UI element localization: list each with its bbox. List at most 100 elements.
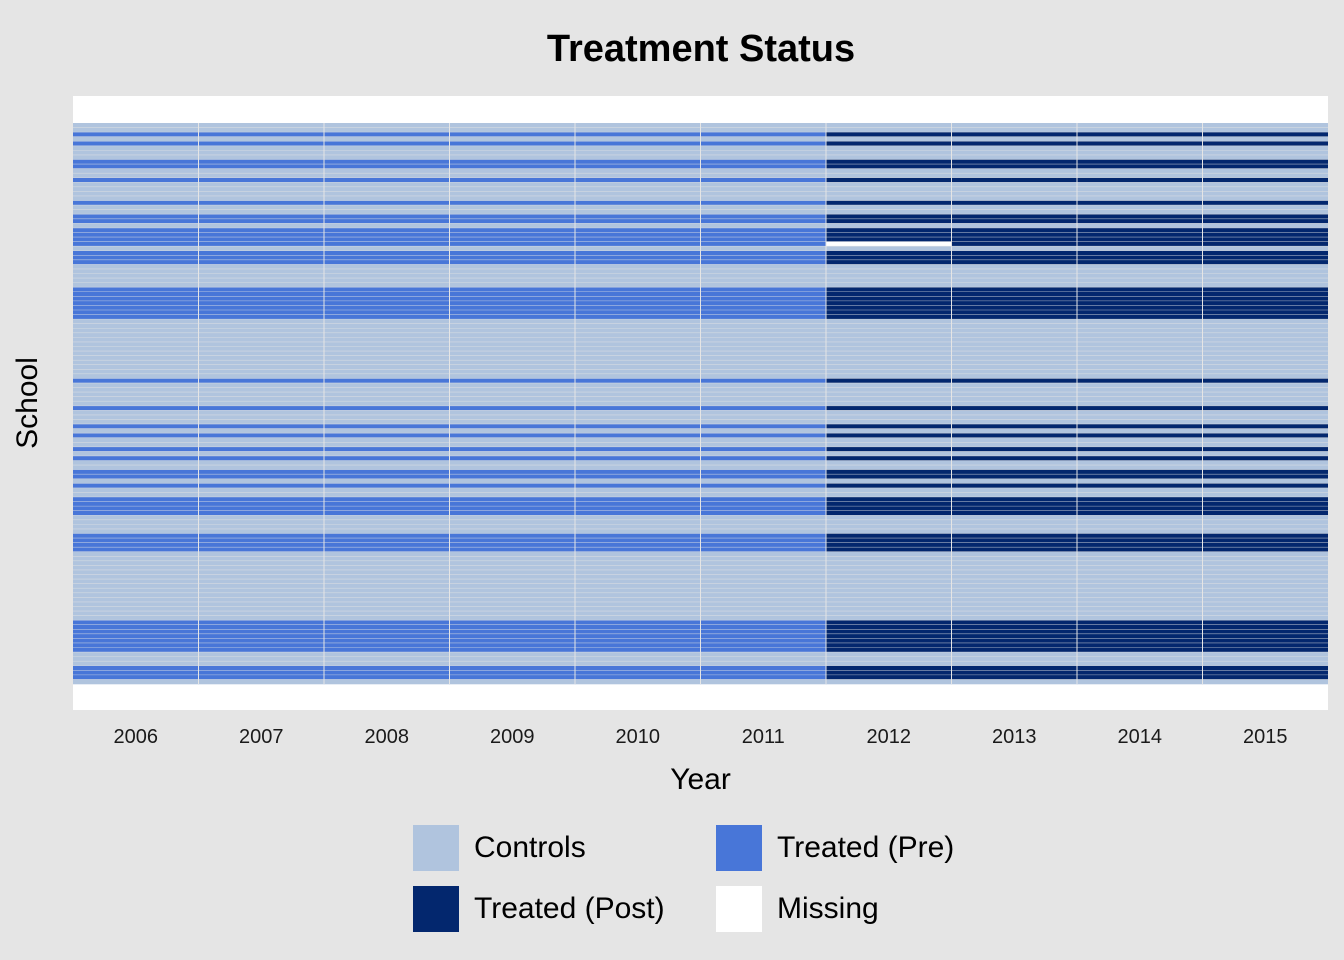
- heatmap-cell: [1202, 205, 1328, 210]
- heatmap-cell: [826, 346, 952, 352]
- heatmap-cell: [700, 401, 827, 407]
- heatmap-cell: [449, 154, 576, 160]
- x-tick-label: 2012: [866, 726, 912, 748]
- heatmap-cell: [1077, 136, 1203, 142]
- heatmap-cell: [1202, 506, 1328, 511]
- heatmap-cell: [73, 177, 199, 183]
- heatmap-cell: [1202, 551, 1328, 557]
- heatmap-cell: [1077, 182, 1203, 188]
- heatmap-cell: [1077, 287, 1203, 293]
- heatmap-cell: [73, 460, 199, 466]
- heatmap-cell: [1077, 328, 1203, 334]
- heatmap-cell: [73, 123, 199, 128]
- heatmap-cell: [951, 583, 1078, 589]
- heatmap-cell: [575, 433, 701, 439]
- heatmap-cell: [575, 661, 701, 667]
- heatmap-cell: [73, 611, 199, 616]
- heatmap-cell: [1077, 127, 1203, 133]
- heatmap-cell: [700, 547, 827, 553]
- heatmap-cell: [826, 164, 952, 169]
- heatmap-cell: [1077, 638, 1203, 644]
- heatmap-cell: [700, 551, 827, 557]
- heatmap-cell: [575, 164, 701, 169]
- heatmap-cell: [1077, 524, 1203, 530]
- heatmap-cell: [324, 465, 450, 470]
- heatmap-cell: [826, 538, 952, 543]
- heatmap-cell: [575, 237, 701, 242]
- heatmap-cell: [449, 141, 576, 147]
- heatmap-cell: [449, 574, 576, 580]
- heatmap-cell: [700, 214, 827, 220]
- heatmap-cell: [324, 241, 450, 247]
- heatmap-cell: [198, 177, 325, 183]
- heatmap-cell: [73, 679, 199, 685]
- heatmap-cell: [575, 506, 701, 511]
- heatmap-cell: [449, 250, 576, 256]
- heatmap-cell: [198, 474, 325, 480]
- heatmap-cell: [324, 597, 450, 603]
- heatmap-cell: [575, 556, 701, 562]
- heatmap-cell: [826, 483, 952, 489]
- heatmap-cell: [198, 150, 325, 156]
- heatmap-cell: [1077, 583, 1203, 589]
- heatmap-cell: [1077, 186, 1203, 192]
- heatmap-cell: [826, 195, 952, 201]
- heatmap-cell: [700, 168, 827, 174]
- heatmap-cell: [449, 474, 576, 480]
- heatmap-cell: [951, 474, 1078, 480]
- heatmap-cell: [449, 638, 576, 644]
- heatmap-cell: [575, 615, 701, 621]
- heatmap-cell: [73, 565, 199, 571]
- heatmap-cell: [1202, 355, 1328, 361]
- heatmap-cell: [198, 533, 325, 539]
- heatmap-cell: [951, 424, 1078, 429]
- heatmap-cell: [1202, 515, 1328, 521]
- heatmap-cell: [826, 583, 952, 589]
- heatmap-cell: [449, 328, 576, 334]
- heatmap-cell: [324, 264, 450, 270]
- heatmap-cell: [700, 642, 827, 648]
- heatmap-cell: [73, 583, 199, 589]
- heatmap-cell: [73, 287, 199, 293]
- heatmap-cell: [324, 132, 450, 137]
- heatmap-cell: [1202, 255, 1328, 261]
- heatmap-cell: [826, 560, 952, 566]
- heatmap-cell: [826, 597, 952, 603]
- heatmap-cell: [575, 296, 701, 302]
- heatmap-cell: [951, 396, 1078, 402]
- heatmap-cell: [1202, 538, 1328, 543]
- heatmap-cell: [1202, 296, 1328, 302]
- heatmap-cell: [826, 433, 952, 439]
- heatmap-cell: [1202, 615, 1328, 621]
- heatmap-cell: [73, 597, 199, 603]
- heatmap-cell: [1202, 674, 1328, 680]
- heatmap-cell: [951, 597, 1078, 603]
- heatmap-cell: [449, 159, 576, 165]
- heatmap-cell: [73, 524, 199, 530]
- heatmap-cell: [826, 679, 952, 685]
- heatmap-cell: [700, 515, 827, 521]
- heatmap-cell: [1077, 300, 1203, 306]
- heatmap-cell: [73, 278, 199, 283]
- heatmap-cell: [951, 405, 1078, 411]
- heatmap-cell: [1202, 177, 1328, 183]
- heatmap-cell: [324, 601, 450, 607]
- heatmap-cell: [1202, 469, 1328, 475]
- heatmap-cell: [1202, 611, 1328, 616]
- heatmap-cell: [449, 186, 576, 192]
- heatmap-cell: [575, 396, 701, 402]
- heatmap-cell: [1202, 246, 1328, 252]
- heatmap-cell: [449, 528, 576, 534]
- heatmap-cell: [449, 273, 576, 279]
- heatmap-cell: [198, 268, 325, 274]
- heatmap-cell: [1077, 642, 1203, 648]
- heatmap-cell: [324, 538, 450, 543]
- heatmap-cell: [449, 168, 576, 174]
- heatmap-cell: [1077, 501, 1203, 507]
- heatmap-cell: [826, 501, 952, 507]
- heatmap-cell: [449, 195, 576, 201]
- heatmap-cell: [1077, 346, 1203, 352]
- heatmap-cell: [198, 382, 325, 388]
- heatmap-cell: [700, 278, 827, 283]
- heatmap-cell: [449, 579, 576, 584]
